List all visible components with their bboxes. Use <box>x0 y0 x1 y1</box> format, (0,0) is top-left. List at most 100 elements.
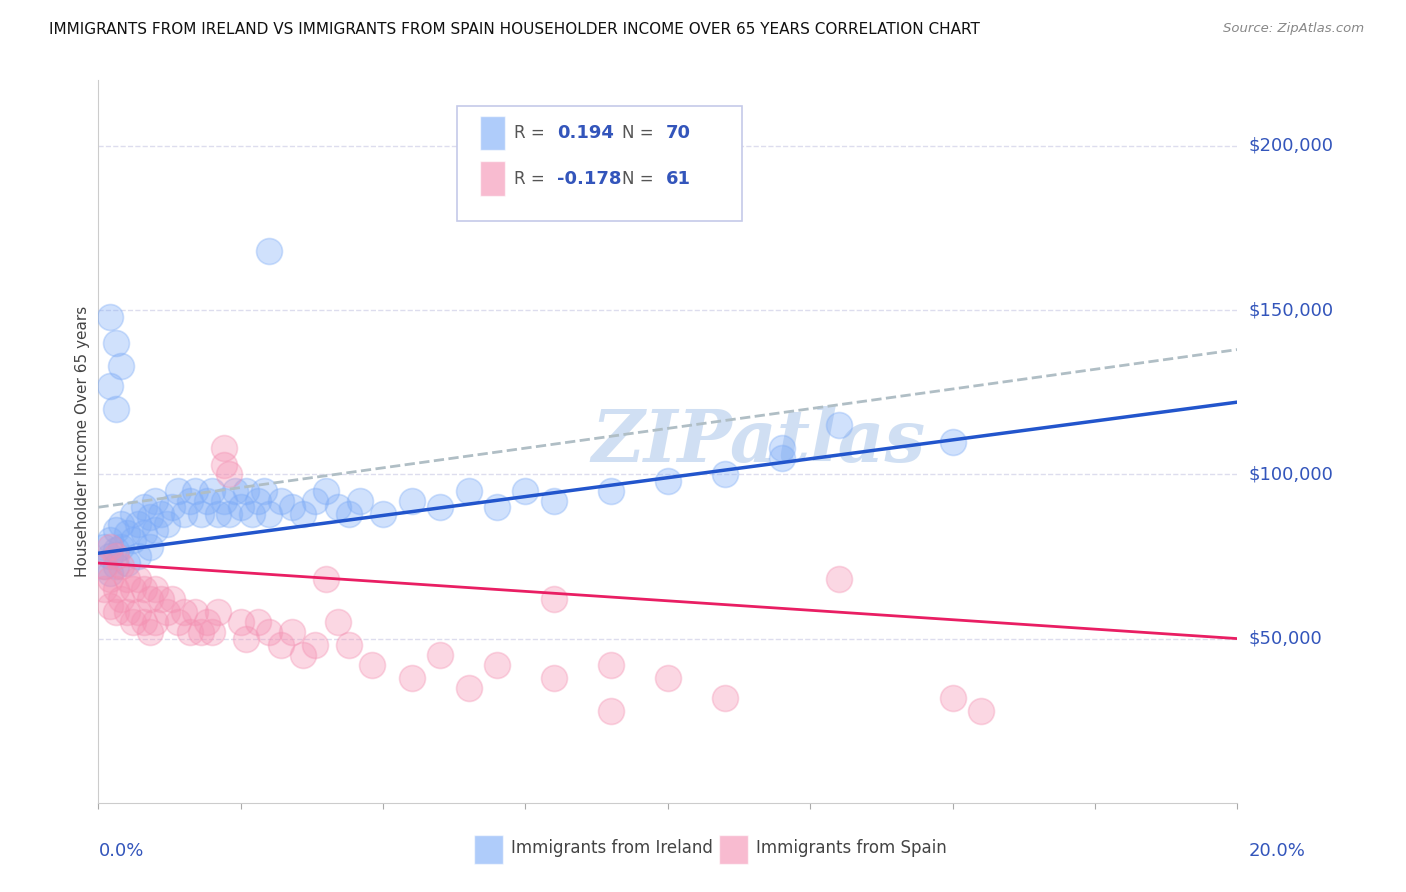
Point <box>714 690 737 705</box>
Point <box>110 559 132 574</box>
Point <box>304 638 326 652</box>
Point <box>457 483 479 498</box>
Point <box>121 615 143 630</box>
Point <box>212 441 235 455</box>
Point <box>270 493 292 508</box>
Point <box>104 559 127 574</box>
Point <box>121 507 143 521</box>
Point <box>115 556 138 570</box>
Point <box>98 378 121 392</box>
Point <box>657 474 679 488</box>
Point <box>104 523 127 537</box>
Point <box>457 681 479 695</box>
Point <box>93 559 115 574</box>
Point <box>259 625 281 640</box>
Point <box>770 450 793 465</box>
Point <box>326 500 349 515</box>
Point <box>942 434 965 449</box>
Point <box>401 493 423 508</box>
Point <box>104 336 127 351</box>
Point <box>201 483 224 498</box>
Point <box>600 704 623 718</box>
Point <box>98 310 121 324</box>
Point <box>115 526 138 541</box>
Text: 20.0%: 20.0% <box>1249 842 1305 860</box>
Text: 70: 70 <box>665 124 690 142</box>
Point <box>104 549 127 564</box>
Point <box>167 483 190 498</box>
Point <box>373 507 395 521</box>
Text: $50,000: $50,000 <box>1249 630 1322 648</box>
Text: $150,000: $150,000 <box>1249 301 1333 319</box>
Point <box>970 704 993 718</box>
Point <box>110 516 132 531</box>
Point <box>121 533 143 547</box>
Text: $200,000: $200,000 <box>1249 137 1333 155</box>
Point <box>259 507 281 521</box>
Point <box>132 582 155 597</box>
Point <box>337 638 360 652</box>
Point <box>235 632 257 646</box>
Bar <box>479 116 505 151</box>
Text: N =: N = <box>623 170 659 188</box>
Point <box>132 615 155 630</box>
Point <box>93 540 115 554</box>
Point <box>162 592 184 607</box>
Point <box>828 573 851 587</box>
Point <box>252 483 274 498</box>
Point <box>349 493 371 508</box>
Point <box>156 516 179 531</box>
Point <box>138 510 160 524</box>
Text: Immigrants from Ireland: Immigrants from Ireland <box>510 839 713 857</box>
Point <box>281 625 304 640</box>
Point <box>543 671 565 685</box>
Point <box>486 657 509 672</box>
Point <box>145 493 167 508</box>
Point <box>714 467 737 482</box>
Text: Immigrants from Spain: Immigrants from Spain <box>755 839 946 857</box>
Point <box>292 507 315 521</box>
Point <box>229 615 252 630</box>
Point <box>190 625 212 640</box>
Point <box>543 493 565 508</box>
Point <box>127 549 149 564</box>
Point <box>401 671 423 685</box>
Bar <box>474 835 503 864</box>
Point <box>150 592 173 607</box>
Point <box>240 507 263 521</box>
Text: 61: 61 <box>665 170 690 188</box>
Point <box>184 483 207 498</box>
Point <box>207 605 229 619</box>
Point <box>218 467 240 482</box>
Point <box>132 526 155 541</box>
Point <box>543 592 565 607</box>
Point <box>104 582 127 597</box>
Point <box>190 507 212 521</box>
Point <box>98 566 121 580</box>
Point <box>218 507 240 521</box>
Text: N =: N = <box>623 124 659 142</box>
Point <box>201 625 224 640</box>
Point <box>429 648 451 662</box>
Point <box>212 458 235 472</box>
Point <box>270 638 292 652</box>
Point <box>179 625 201 640</box>
Point <box>326 615 349 630</box>
Bar <box>479 161 505 196</box>
Point <box>104 542 127 557</box>
Point <box>337 507 360 521</box>
Point <box>281 500 304 515</box>
Point <box>429 500 451 515</box>
Text: R =: R = <box>515 170 550 188</box>
Point <box>115 605 138 619</box>
Point <box>93 582 115 597</box>
Text: 0.0%: 0.0% <box>98 842 143 860</box>
Point <box>246 493 269 508</box>
Point <box>98 549 121 564</box>
Point <box>115 573 138 587</box>
Point <box>229 500 252 515</box>
Point <box>150 507 173 521</box>
Point <box>110 359 132 373</box>
Text: ZIPatlas: ZIPatlas <box>592 406 927 477</box>
Point <box>98 573 121 587</box>
